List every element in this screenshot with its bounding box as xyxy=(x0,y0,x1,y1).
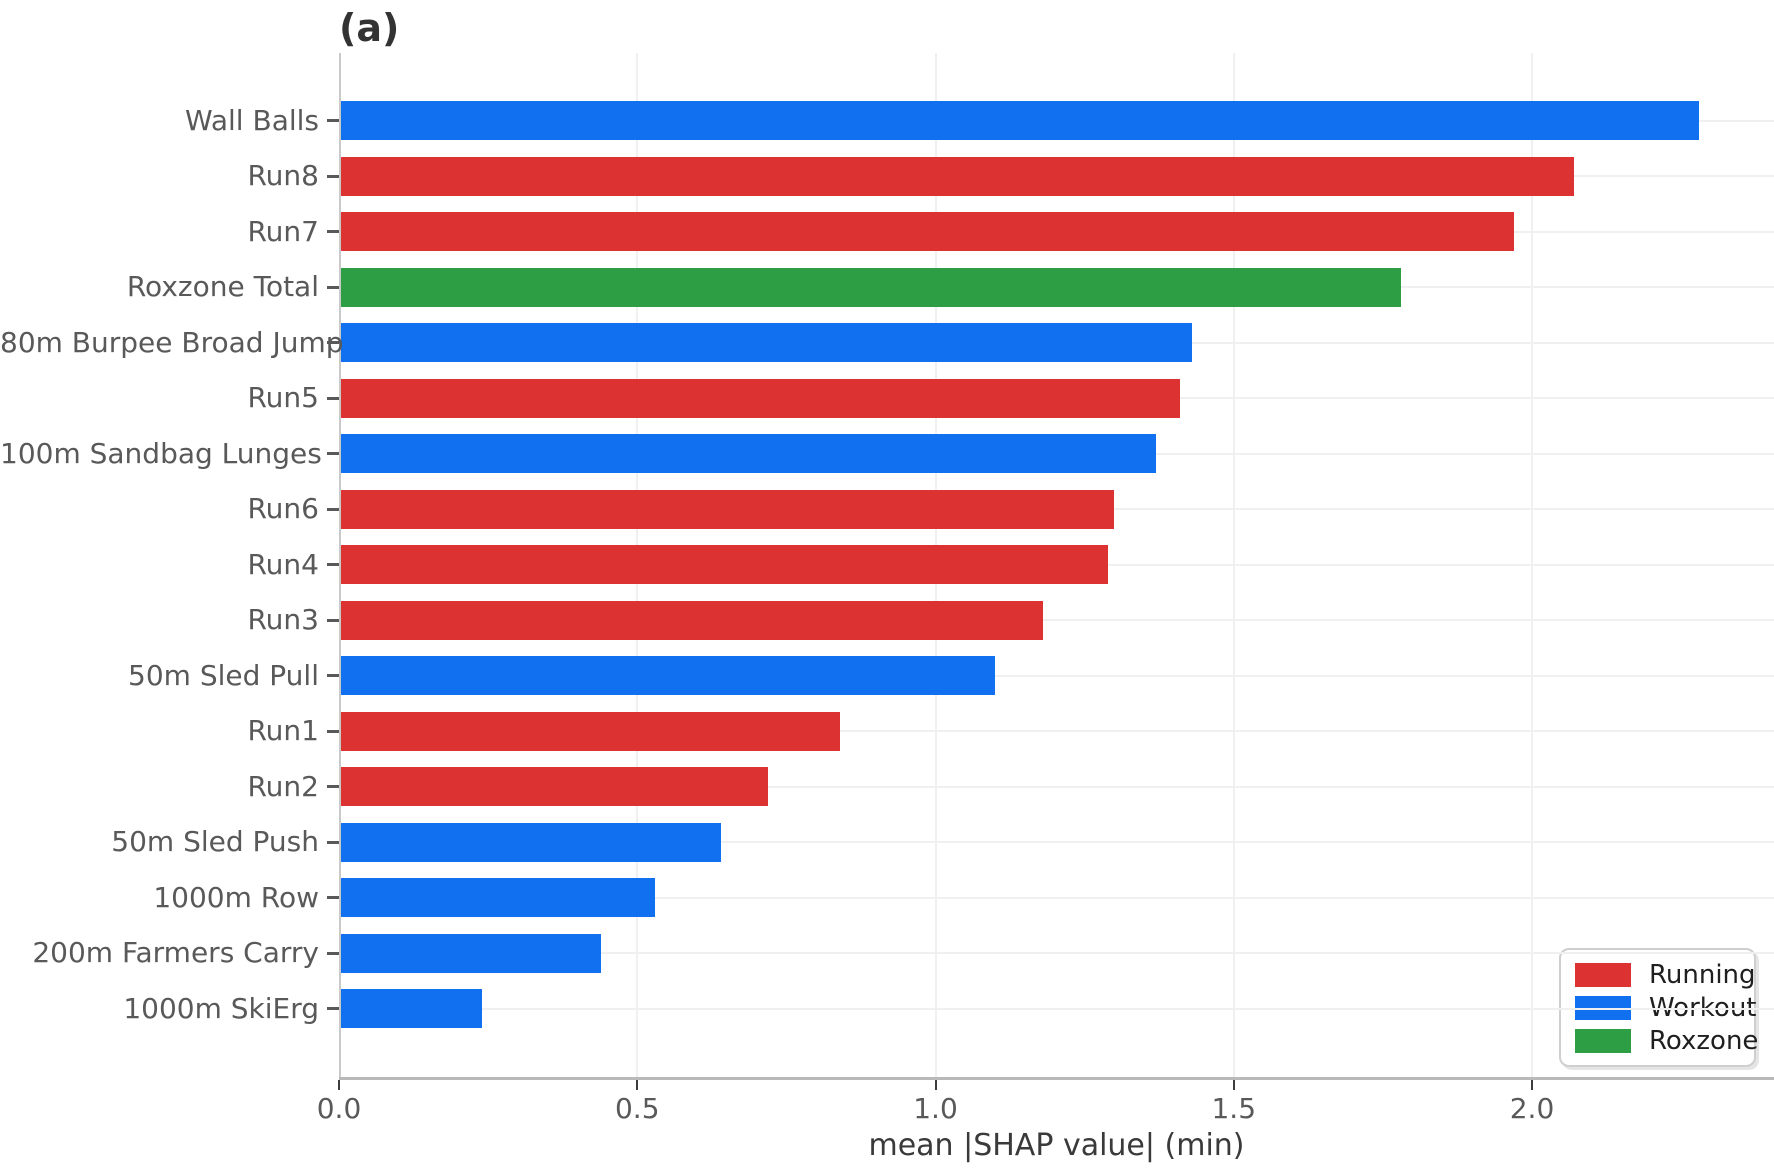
y-tick-label: 80m Burpee Broad Jump xyxy=(0,325,344,359)
y-tick-mark xyxy=(327,341,339,344)
running-color-swatch xyxy=(1575,962,1631,987)
gridline-horizontal xyxy=(339,674,1774,677)
y-tick-label: 1000m Row xyxy=(153,880,319,914)
x-tick-label: 0.0 xyxy=(316,1092,362,1125)
y-tick-mark xyxy=(327,729,339,733)
y-tick-label: Run5 xyxy=(247,381,319,414)
bar-run2 xyxy=(339,767,769,806)
y-tick-mark xyxy=(327,230,339,233)
y-tick-label: 100m Sandbag Lunges xyxy=(0,436,322,470)
bar-1000m-row xyxy=(339,878,656,917)
y-tick-mark xyxy=(327,563,339,566)
bar-run3 xyxy=(339,600,1043,640)
bar-200m-farmers-carry xyxy=(339,933,602,973)
bar-run5 xyxy=(339,378,1181,418)
x-tick-label: 2.0 xyxy=(1509,1092,1555,1125)
y-tick-mark xyxy=(327,1007,339,1010)
x-tick-mark xyxy=(1232,1080,1235,1090)
y-tick-mark xyxy=(327,896,339,899)
x-tick-label: 1.5 xyxy=(1211,1092,1257,1125)
roxzone-color-swatch xyxy=(1575,1028,1631,1053)
y-tick-mark xyxy=(327,674,339,677)
legend-label: Roxzone xyxy=(1649,1025,1759,1056)
gridline-horizontal xyxy=(339,619,1774,621)
bar-50m-sled-pull xyxy=(339,656,996,695)
gridline-horizontal xyxy=(339,841,1774,843)
y-tick-label: Run3 xyxy=(247,603,319,636)
gridline-horizontal xyxy=(339,896,1774,899)
panel-title: (a) xyxy=(339,6,400,50)
bar-run4 xyxy=(339,545,1109,584)
y-tick-mark xyxy=(327,507,339,511)
x-tick-mark xyxy=(636,1080,639,1090)
y-tick-label: Roxzone Total xyxy=(126,270,319,303)
x-axis-label: mean |SHAP value| (min) xyxy=(868,1128,1245,1163)
gridline-horizontal xyxy=(339,1007,1774,1010)
gridline-horizontal xyxy=(339,785,1774,788)
y-tick-label: 50m Sled Pull xyxy=(128,658,319,692)
y-tick-label: Run7 xyxy=(247,214,319,248)
bar-roxzone-total xyxy=(339,267,1401,307)
y-tick-label: Run4 xyxy=(247,547,319,581)
y-tick-mark xyxy=(327,618,339,622)
y-tick-mark xyxy=(327,119,339,122)
x-tick-mark xyxy=(338,1080,340,1090)
y-tick-label: 50m Sled Push xyxy=(111,825,319,858)
y-tick-mark xyxy=(327,396,339,400)
x-axis-spine xyxy=(339,1077,1774,1080)
bar-wall-balls xyxy=(339,101,1700,140)
y-tick-label: Run8 xyxy=(247,159,319,192)
bar-1000m-skierg xyxy=(339,989,483,1028)
bar-run8 xyxy=(339,156,1574,196)
y-tick-mark xyxy=(327,951,339,955)
legend-label: Running xyxy=(1649,959,1756,990)
legend-item-roxzone: Roxzone xyxy=(1575,1026,1758,1056)
x-tick-mark xyxy=(1531,1080,1533,1090)
gridline-horizontal xyxy=(339,952,1774,954)
y-tick-label: Run1 xyxy=(247,714,319,747)
y-tick-mark xyxy=(327,452,339,455)
y-tick-label: 200m Farmers Carry xyxy=(32,936,319,969)
bar-run1 xyxy=(339,711,841,751)
legend-item-running: Running xyxy=(1575,960,1756,990)
y-axis-spine xyxy=(339,53,341,1077)
gridline-horizontal xyxy=(339,730,1774,732)
bar-50m-sled-push xyxy=(339,822,721,862)
y-tick-mark xyxy=(327,174,339,178)
y-tick-label: 1000m SkiErg xyxy=(123,991,319,1025)
y-tick-label: Wall Balls xyxy=(184,103,319,137)
bar-run7 xyxy=(339,212,1515,251)
gridline-vertical xyxy=(1232,53,1235,1077)
x-tick-mark xyxy=(934,1080,937,1090)
x-tick-label: 0.5 xyxy=(614,1092,660,1125)
bar-100m-sandbag-lunges xyxy=(339,434,1157,473)
y-tick-mark xyxy=(327,285,339,289)
bar-run6 xyxy=(339,489,1115,529)
y-tick-mark xyxy=(327,840,339,844)
bar-80m-burpee-broad-jump xyxy=(339,323,1192,362)
y-tick-label: Run6 xyxy=(247,492,319,525)
y-tick-label: Run2 xyxy=(247,769,319,803)
x-tick-label: 1.0 xyxy=(913,1092,958,1125)
gridline-vertical xyxy=(1531,53,1533,1077)
y-tick-mark xyxy=(327,785,339,788)
